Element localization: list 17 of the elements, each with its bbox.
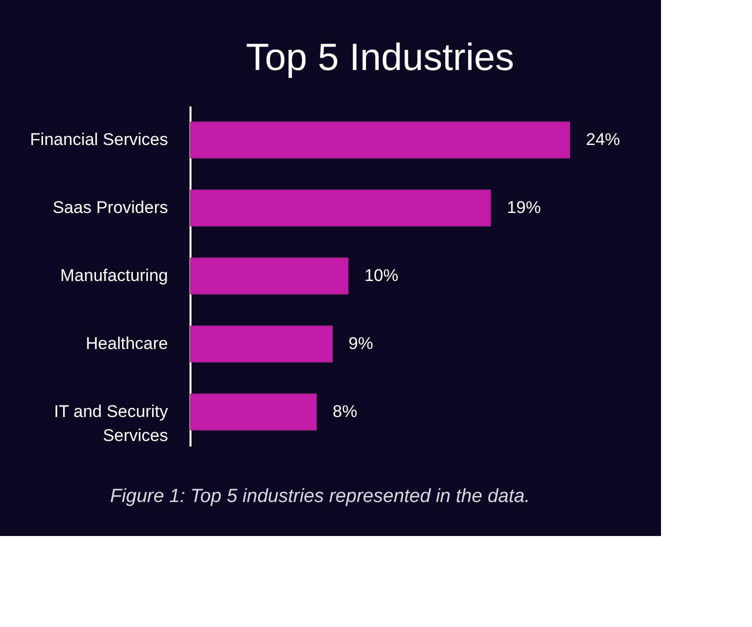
data-label: 19% (506, 198, 541, 217)
y-tick-label: Manufacturing (60, 266, 168, 285)
bar (190, 122, 570, 158)
caption: Figure 1: Top 5 industries represented in the data. (110, 486, 530, 507)
y-tick-label: Healthcare (86, 334, 168, 353)
bar (190, 326, 332, 362)
chart-title: Top 5 Industries (246, 37, 514, 79)
data-label: 10% (364, 266, 398, 285)
data-label: 24% (586, 130, 620, 149)
bar (190, 258, 348, 294)
y-tick-label: Financial Services (30, 130, 168, 149)
data-label: 9% (348, 334, 374, 353)
y-tick-label: Saas Providers (52, 198, 168, 217)
bar (190, 190, 491, 226)
y-tick-label: IT and Security Services (54, 402, 168, 445)
bar (190, 394, 317, 430)
data-label: 8% (332, 402, 358, 421)
